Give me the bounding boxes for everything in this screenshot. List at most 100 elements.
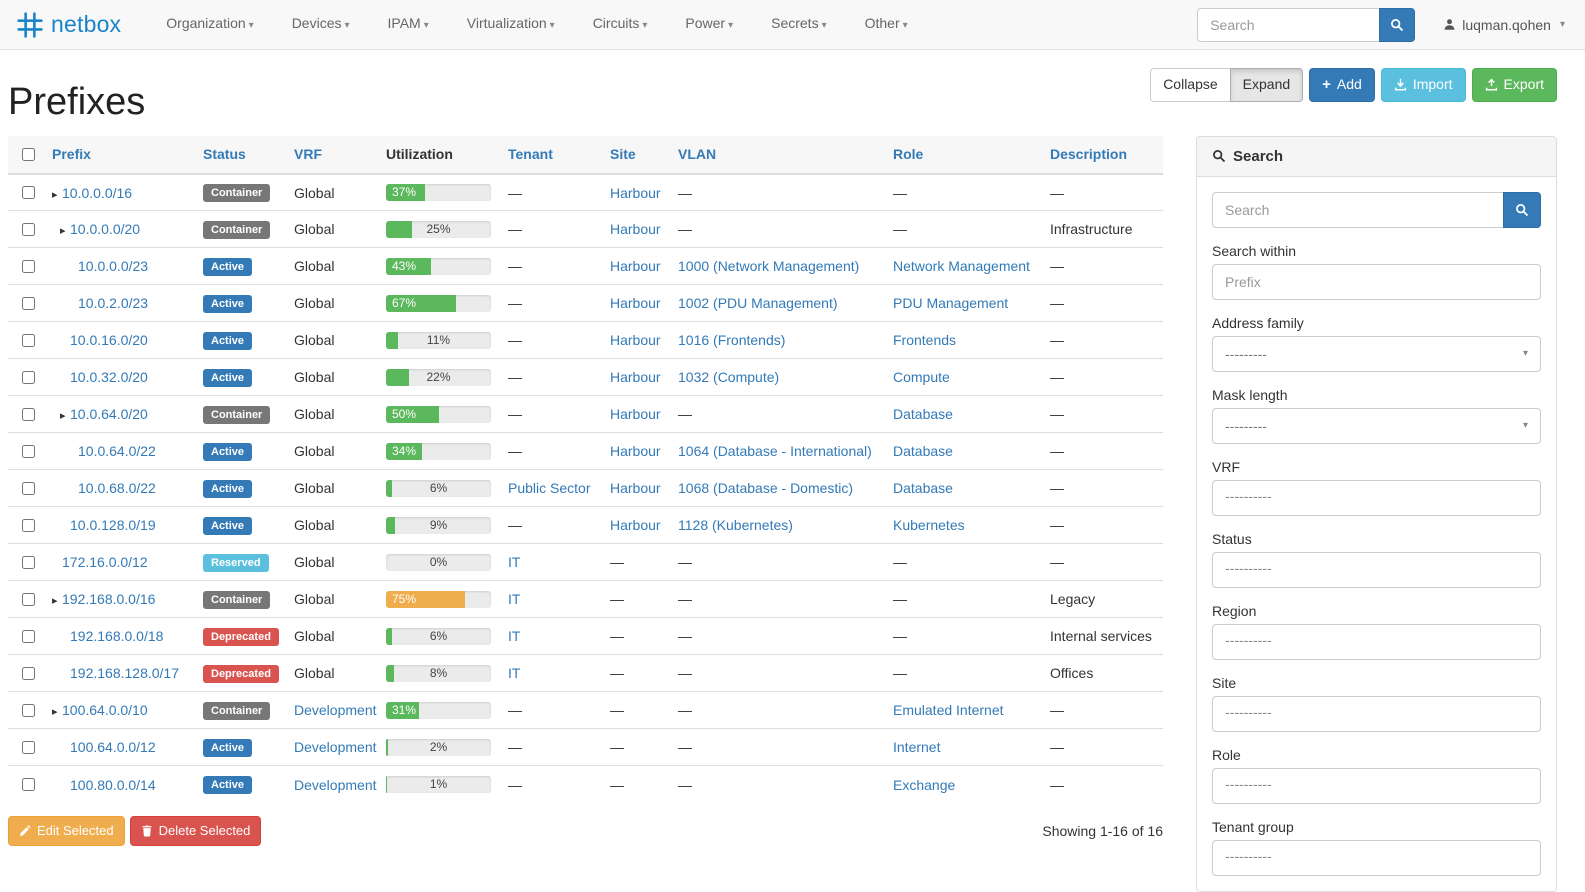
column-header-status[interactable]: Status [195, 135, 286, 175]
row-checkbox[interactable] [22, 370, 35, 384]
role-link[interactable]: Internet [893, 739, 941, 756]
vlan-link[interactable]: 1002 (PDU Management) [678, 295, 838, 312]
column-header-tenant[interactable]: Tenant [500, 135, 602, 175]
site-link[interactable]: Harbour [610, 184, 661, 201]
netbox-logo[interactable]: netbox [16, 11, 121, 39]
export-button[interactable]: Export [1471, 68, 1557, 102]
prefix-link[interactable]: 10.0.64.0/22 [78, 443, 156, 460]
prefix-link[interactable]: 10.0.68.0/22 [78, 480, 156, 497]
row-checkbox[interactable] [22, 481, 35, 495]
add-button[interactable]: + Add [1309, 68, 1375, 102]
nav-item-organization[interactable]: Organization ▾ [166, 15, 254, 31]
column-header-vlan[interactable]: VLAN [670, 135, 885, 175]
nav-item-other[interactable]: Other ▾ [864, 15, 908, 31]
collapse-button[interactable]: Collapse [1150, 68, 1231, 102]
prefix-link[interactable]: 100.64.0.0/12 [70, 739, 156, 756]
role-link[interactable]: Exchange [893, 776, 956, 793]
row-checkbox[interactable] [22, 740, 35, 754]
row-checkbox[interactable] [22, 186, 35, 200]
vlan-link[interactable]: 1128 (Kubernetes) [678, 517, 793, 534]
site-link[interactable]: Harbour [610, 221, 661, 238]
prefix-link[interactable]: 100.64.0.0/10 [62, 702, 148, 719]
vlan-link[interactable]: 1000 (Network Management) [678, 258, 860, 275]
prefix-link[interactable]: 10.0.128.0/19 [70, 517, 156, 534]
nav-item-circuits[interactable]: Circuits ▾ [592, 15, 648, 31]
tenant-link[interactable]: IT [508, 665, 521, 682]
column-header-site[interactable]: Site [602, 135, 670, 175]
prefix-link[interactable]: 100.80.0.0/14 [70, 776, 156, 793]
row-checkbox[interactable] [22, 666, 35, 680]
expand-arrow-icon[interactable]: ▸ [52, 595, 58, 608]
delete-selected-button[interactable]: Delete Selected [129, 815, 262, 847]
row-checkbox[interactable] [22, 333, 35, 347]
filter-input-search-within[interactable] [1212, 263, 1541, 300]
row-checkbox[interactable] [22, 778, 35, 792]
prefix-link[interactable]: 10.0.2.0/23 [78, 295, 149, 312]
filter-select-region[interactable]: ---------- [1212, 623, 1541, 660]
vlan-link[interactable]: 1068 (Database - Domestic) [678, 480, 854, 497]
prefix-link[interactable]: 10.0.0.0/23 [78, 258, 149, 275]
prefix-link[interactable]: 172.16.0.0/12 [62, 554, 148, 571]
prefix-link[interactable]: 192.168.0.0/18 [70, 628, 164, 645]
vrf-link[interactable]: Development [294, 776, 377, 793]
site-link[interactable]: Harbour [610, 369, 661, 386]
filter-select-status[interactable]: ---------- [1212, 551, 1541, 588]
role-link[interactable]: Database [893, 443, 953, 460]
filter-select-tenant-group[interactable]: ---------- [1212, 839, 1541, 876]
role-link[interactable]: PDU Management [893, 295, 1009, 312]
sidebar-search-input[interactable] [1212, 191, 1503, 228]
prefix-link[interactable]: 192.168.0.0/16 [62, 591, 156, 608]
vrf-link[interactable]: Development [294, 702, 377, 719]
row-checkbox[interactable] [22, 407, 35, 421]
row-checkbox[interactable] [22, 629, 35, 643]
role-link[interactable]: Frontends [893, 332, 957, 349]
row-checkbox[interactable] [22, 518, 35, 532]
import-button[interactable]: Import [1380, 68, 1466, 102]
prefix-link[interactable]: 10.0.64.0/20 [70, 406, 148, 423]
tenant-link[interactable]: IT [508, 591, 521, 608]
filter-select-role[interactable]: ---------- [1212, 767, 1541, 804]
vrf-link[interactable]: Development [294, 739, 377, 756]
filter-select-site[interactable]: ---------- [1212, 695, 1541, 732]
edit-selected-button[interactable]: Edit Selected [8, 815, 125, 847]
global-search-input[interactable] [1197, 7, 1380, 42]
site-link[interactable]: Harbour [610, 517, 661, 534]
row-checkbox[interactable] [22, 259, 35, 273]
column-header-prefix[interactable]: Prefix [44, 135, 195, 175]
row-checkbox[interactable] [22, 444, 35, 458]
nav-item-ipam[interactable]: IPAM ▾ [387, 15, 429, 31]
nav-item-power[interactable]: Power ▾ [685, 15, 734, 31]
site-link[interactable]: Harbour [610, 406, 661, 423]
row-checkbox[interactable] [22, 555, 35, 569]
sidebar-search-button[interactable] [1503, 191, 1541, 228]
filter-select-address-family[interactable]: --------- ▾ [1212, 335, 1541, 372]
expand-button[interactable]: Expand [1229, 68, 1304, 102]
tenant-link[interactable]: IT [508, 628, 521, 645]
nav-item-devices[interactable]: Devices ▾ [291, 15, 350, 31]
column-header-vrf[interactable]: VRF [286, 135, 378, 175]
vlan-link[interactable]: 1016 (Frontends) [678, 332, 786, 349]
column-header-role[interactable]: Role [885, 135, 1042, 175]
expand-arrow-icon[interactable]: ▸ [52, 188, 58, 201]
prefix-link[interactable]: 10.0.0.0/16 [62, 184, 133, 201]
row-checkbox[interactable] [22, 222, 35, 236]
expand-arrow-icon[interactable]: ▸ [52, 706, 58, 719]
site-link[interactable]: Harbour [610, 332, 661, 349]
vlan-link[interactable]: 1064 (Database - International) [678, 443, 872, 460]
global-search-button[interactable] [1379, 7, 1416, 42]
role-link[interactable]: Emulated Internet [893, 702, 1004, 719]
role-link[interactable]: Database [893, 480, 953, 497]
column-header-description[interactable]: Description [1042, 135, 1163, 175]
nav-item-virtualization[interactable]: Virtualization ▾ [466, 15, 555, 31]
role-link[interactable]: Network Management [893, 258, 1030, 275]
prefix-link[interactable]: 192.168.128.0/17 [70, 665, 179, 682]
site-link[interactable]: Harbour [610, 258, 661, 275]
site-link[interactable]: Harbour [610, 480, 661, 497]
prefix-link[interactable]: 10.0.16.0/20 [70, 332, 148, 349]
role-link[interactable]: Compute [893, 369, 950, 386]
prefix-link[interactable]: 10.0.32.0/20 [70, 369, 148, 386]
filter-select-vrf[interactable]: ---------- [1212, 479, 1541, 516]
expand-arrow-icon[interactable]: ▸ [60, 410, 66, 423]
role-link[interactable]: Database [893, 406, 953, 423]
role-link[interactable]: Kubernetes [893, 517, 965, 534]
